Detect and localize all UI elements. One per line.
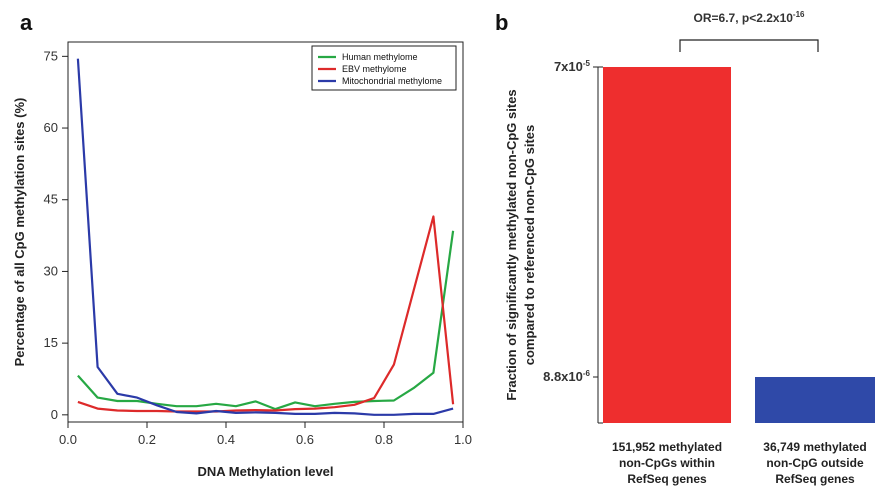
x-tick-label: 0.0 bbox=[59, 432, 77, 447]
bar-label-line: RefSeq genes bbox=[627, 472, 707, 486]
panel-b-letter: b bbox=[495, 10, 508, 35]
y-tick-label: 7x10-5 bbox=[554, 59, 591, 74]
series-line-2 bbox=[77, 215, 455, 413]
x-tick-label: 1.0 bbox=[454, 432, 472, 447]
significance-annotation: OR=6.7, p<2.2x10-16 bbox=[694, 10, 806, 25]
bar-1 bbox=[603, 67, 731, 423]
panel-b-bar-chart: 7x10-5 8.8x10-6 Fraction of significantly … bbox=[504, 10, 875, 486]
legend-label: EBV methylome bbox=[342, 64, 407, 74]
x-tick-label: 0.6 bbox=[296, 432, 314, 447]
x-tick-label: 0.8 bbox=[375, 432, 393, 447]
y-tick-label: 45 bbox=[44, 192, 58, 207]
series-line-3 bbox=[76, 58, 454, 416]
x-axis-title: DNA Methylation level bbox=[197, 464, 333, 479]
x-tick-label: 0.2 bbox=[138, 432, 156, 447]
panel-a-letter: a bbox=[20, 10, 33, 35]
y-tick-label: 8.8x10-6 bbox=[543, 369, 590, 384]
legend-label: Human methylome bbox=[342, 52, 418, 62]
y-tick-label: 30 bbox=[44, 263, 58, 278]
x-tick-label: 0.4 bbox=[217, 432, 235, 447]
legend-label: Mitochondrial methylome bbox=[342, 76, 442, 86]
significance-bracket bbox=[679, 39, 819, 52]
y-axis-title-line2: compared to referenced non-CpG sites bbox=[522, 125, 537, 366]
y-axis-title: Percentage of all CpG methylation sites … bbox=[12, 98, 27, 367]
bar-label-line: RefSeq genes bbox=[775, 472, 855, 486]
y-tick-label: 15 bbox=[44, 335, 58, 350]
y-tick-label: 60 bbox=[44, 120, 58, 135]
panel-a-line-chart: 0.0 0.2 0.4 0.6 0.8 1.0 0 15 30 45 60 75 DNA Methyla… bbox=[12, 41, 472, 479]
bar-label-line: non-CpGs within bbox=[619, 456, 715, 470]
series-line-1 bbox=[77, 230, 455, 411]
bar-label-line: non-CpG outside bbox=[766, 456, 864, 470]
bar-label-line: 36,749 methylated bbox=[763, 440, 866, 454]
bar-2 bbox=[755, 377, 875, 423]
bar-label-line: 151,952 methylated bbox=[612, 440, 722, 454]
y-axis-title-line1: Fraction of significantly methylated non… bbox=[504, 89, 519, 400]
y-tick-label: 75 bbox=[44, 48, 58, 63]
plot-frame bbox=[67, 41, 464, 423]
y-tick-label: 0 bbox=[51, 407, 58, 422]
